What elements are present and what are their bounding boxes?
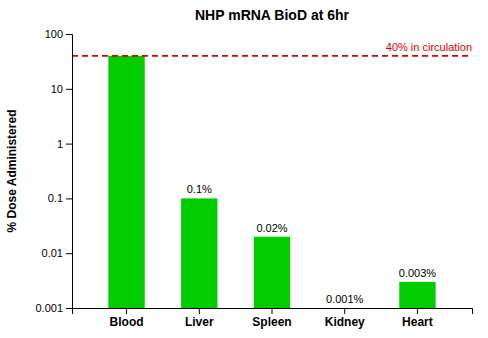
texts: 40% in circulation 0.1% 0.02% 0.001% 0.003%: [187, 41, 472, 305]
y-tick-mark: [66, 144, 72, 145]
y-tick-mark: [66, 253, 72, 254]
x-tick-mark: [344, 308, 345, 314]
y-tick: 1: [57, 138, 72, 150]
x-tick-label: Spleen: [252, 315, 291, 329]
y-tick-mark: [66, 89, 72, 90]
x-tick-mark: [126, 308, 127, 314]
plot: 40% in circulation 0.1% 0.02% 0.001% 0.003% B…: [35, 28, 472, 329]
bar: [327, 308, 363, 309]
title: NHP mRNA BioD at 6hr: [195, 7, 350, 23]
y-axis-title: % Dose Administered: [5, 110, 19, 233]
y-tick-label: 1: [57, 138, 63, 150]
x-tick: Heart: [402, 308, 433, 329]
y-tick-mark: [66, 198, 72, 199]
data-label: 0.003%: [399, 267, 437, 279]
x-tick-mark: [199, 308, 200, 314]
bar: [181, 198, 217, 308]
x-tick-label: Liver: [185, 315, 214, 329]
bar: [254, 237, 290, 308]
x-tick-label: Heart: [402, 315, 433, 329]
y-axis-line: [66, 35, 73, 309]
y-tick-mark: [66, 34, 72, 35]
x-axis-line: [73, 309, 473, 315]
y-tick: 0.01: [42, 247, 72, 259]
marks: [72, 56, 472, 308]
reference-line-label: 40% in circulation: [386, 41, 472, 53]
y-tick-label: 0.01: [42, 247, 63, 259]
x-tick-mark: [417, 308, 418, 314]
y-tick-label: 100: [45, 28, 63, 40]
y-axis: 0.001 0.01 0.1 1 10 100: [35, 28, 72, 314]
y-tick-mark: [66, 308, 72, 309]
x-tick-label: Blood: [110, 315, 144, 329]
x-axis: Blood Liver Spleen Kidney Heart: [73, 308, 473, 329]
bar: [399, 282, 435, 308]
x-tick-label: Kidney: [325, 315, 365, 329]
y-tick: 100: [45, 28, 72, 40]
y-tick-label: 0.1: [48, 192, 63, 204]
chart: 40% in circulation 0.1% 0.02% 0.001% 0.003% B…: [0, 0, 488, 338]
y-tick: 10: [51, 83, 72, 95]
data-label: 0.02%: [256, 222, 287, 234]
x-tick-mark: [272, 308, 273, 314]
data-label: 0.001%: [326, 293, 364, 305]
y-tick-label: 10: [51, 83, 63, 95]
x-tick: Kidney: [325, 308, 365, 329]
y-tick-label: 0.001: [35, 302, 63, 314]
y-tick: 0.001: [35, 302, 72, 314]
x-tick: Blood: [110, 308, 144, 329]
data-label: 0.1%: [187, 183, 212, 195]
bar: [108, 56, 144, 308]
x-tick: Liver: [185, 308, 214, 329]
y-tick: 0.1: [48, 192, 72, 204]
reference-line: [72, 55, 472, 57]
x-tick: Spleen: [252, 308, 291, 329]
